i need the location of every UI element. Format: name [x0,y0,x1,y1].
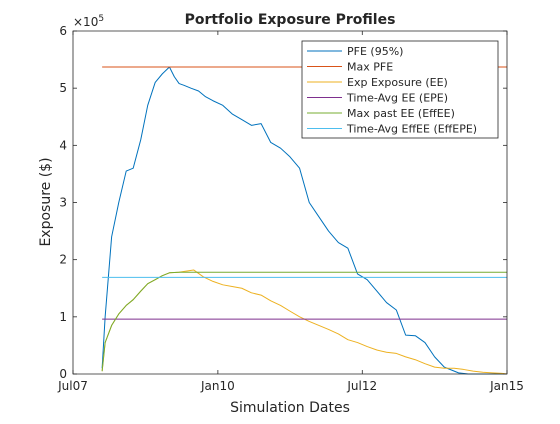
legend-label-pfe-95: PFE (95%) [347,45,403,58]
y-exponent-power: 5 [98,14,104,24]
x-axis-label: Simulation Dates [230,400,350,416]
y-tick-label: 0 [59,367,67,381]
chart-title: Portfolio Exposure Profiles [185,12,396,28]
ticks-layer: Jul07 Jan10 Jul12 Jan15 0 1 2 3 4 5 6 [57,24,524,393]
x-tick-label: Jul07 [57,379,88,393]
series-line-pfe-95 [101,66,507,375]
legend-label-max-past-ee-effee: Max past EE (EffEE) [347,107,455,120]
y-exponent-base: ×10 [73,15,98,29]
y-tick-label: 1 [59,310,67,324]
legend-label-time-avg-effee-effepe: Time-Avg EffEE (EffEPE) [346,123,477,136]
x-tick-label: Jan10 [200,379,235,393]
legend-box [301,40,499,139]
legend-label-exp-exposure-ee: Exp Exposure (EE) [347,76,448,89]
legend-label-max-pfe: Max PFE [347,61,393,74]
x-tick-label: Jan15 [489,379,524,393]
y-tick-label: 5 [59,81,67,95]
y-axis-label: Exposure ($) [38,157,54,246]
y-tick-label: 3 [59,196,67,210]
y-tick-label: 4 [59,138,67,152]
x-tick-label: Jul12 [346,379,377,393]
legend: PFE (95%) Max PFE Exp Exposure (EE) Time-Av… [301,40,499,139]
series-line-max-past-ee-effee [101,271,507,372]
y-tick-label: 6 [59,24,67,38]
legend-label-time-avg-ee-epe: Time-Avg EE (EPE) [346,92,448,105]
y-exponent-label: ×105 [73,14,104,29]
y-tick-label: 2 [59,253,67,267]
